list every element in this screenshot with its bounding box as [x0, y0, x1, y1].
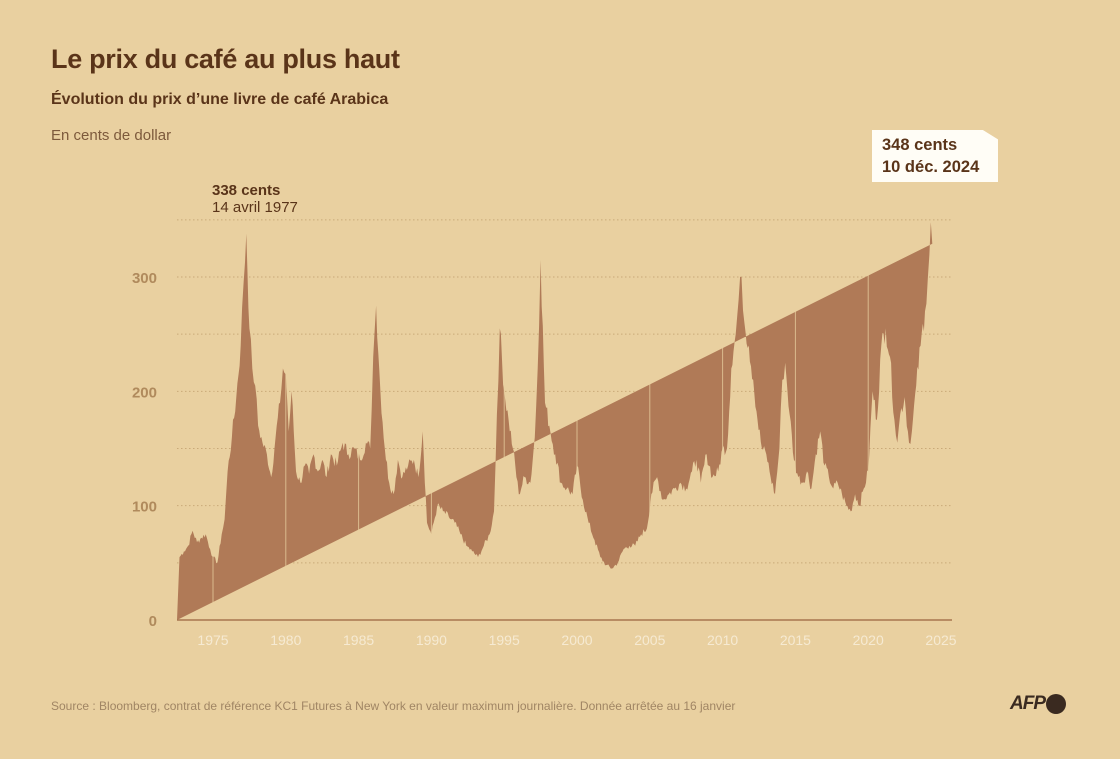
x-tick-label: 1990 — [416, 632, 447, 648]
x-tick-label: 2025 — [925, 632, 956, 648]
y-axis-ticks: 0 100 200 300 — [132, 270, 157, 630]
x-tick-label: 2020 — [853, 632, 884, 648]
y-tick-label: 300 — [132, 270, 157, 287]
year-separators — [177, 220, 952, 621]
source-note: Source : Bloomberg, contrat de référence… — [51, 699, 736, 713]
annotation-peak-2024-date: 10 déc. 2024 — [882, 158, 980, 176]
x-axis-ticks: 1975 1980 1985 1990 1995 2000 2005 2010 2015 2020… — [197, 632, 956, 648]
x-tick-label: 2005 — [634, 632, 665, 648]
x-tick-label: 2010 — [707, 632, 738, 648]
x-tick-label: 1995 — [489, 632, 520, 648]
x-tick-label: 1975 — [197, 632, 228, 648]
price-area — [177, 222, 933, 620]
x-tick-label: 2000 — [561, 632, 592, 648]
afp-logo-dot-icon — [1046, 694, 1066, 714]
chart-title: Le prix du café au plus haut — [51, 44, 400, 74]
annotation-peak-2024: 348 cents 10 déc. 2024 — [872, 130, 998, 182]
annotation-peak-1977-date: 14 avril 1977 — [212, 199, 298, 216]
chart-subtitle: Évolution du prix d’une livre de café Ar… — [51, 91, 389, 108]
annotation-peak-2024-value: 348 cents — [882, 136, 958, 154]
annotation-peak-1977: 338 cents 14 avril 1977 — [212, 182, 298, 216]
annotation-peak-1977-value: 338 cents — [212, 182, 281, 199]
x-tick-label: 1985 — [343, 632, 374, 648]
x-tick-label: 1980 — [270, 632, 301, 648]
afp-logo-text: AFP — [1010, 693, 1046, 714]
y-tick-label: 100 — [132, 499, 157, 516]
x-tick-label: 2015 — [780, 632, 811, 648]
afp-logo: AFP — [1010, 693, 1066, 715]
y-tick-label: 200 — [132, 384, 157, 401]
y-tick-label: 0 — [149, 613, 157, 630]
y-axis-unit: En cents de dollar — [51, 127, 172, 144]
